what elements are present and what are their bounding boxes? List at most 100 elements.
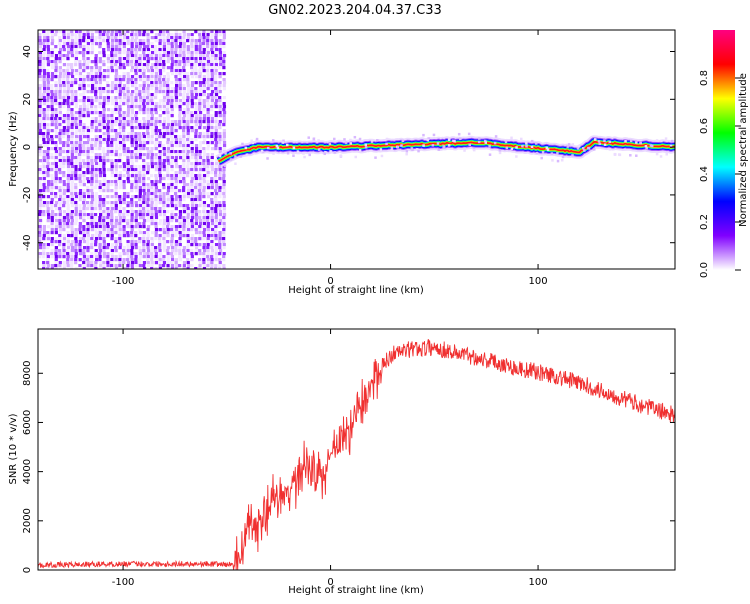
spectrogram-cell — [126, 75, 131, 79]
spectrogram-cell — [182, 267, 186, 269]
spectrogram-cell — [38, 192, 42, 196]
spectrogram-cell — [214, 36, 218, 40]
spectrogram-cell — [50, 210, 55, 214]
spectrogram-cell — [222, 243, 226, 247]
spectrogram-cell — [86, 171, 90, 175]
spectrogram-cell — [142, 171, 146, 175]
spectrogram-cell — [158, 261, 162, 265]
spectrogram-cell — [186, 249, 190, 253]
spectrogram-cell — [210, 249, 215, 253]
spectrogram-cell — [190, 39, 194, 43]
spectrogram-cell — [54, 114, 59, 118]
spectrogram-cell — [114, 246, 118, 250]
spectrogram-cell — [158, 72, 163, 76]
spectrogram-cell — [130, 51, 134, 55]
spectrogram-cell — [62, 144, 66, 148]
spectrogram-cell — [42, 195, 46, 199]
spectrogram-cell — [198, 99, 202, 103]
spectrogram-cell — [158, 120, 162, 124]
spectrogram-cell — [214, 60, 218, 64]
spectrogram-cell — [70, 204, 74, 208]
spectrogram-cell — [150, 183, 154, 187]
spectrogram-cell — [114, 75, 118, 79]
spectrogram-cell — [182, 192, 187, 196]
spectrogram-cell — [190, 96, 194, 100]
spectrogram-cell — [545, 146, 549, 150]
spectrogram-cell — [178, 264, 182, 268]
spectrogram-cell — [158, 177, 163, 181]
spectrogram-cell — [66, 144, 70, 148]
spectrogram-cell — [50, 186, 54, 190]
spectrogram-cell — [214, 222, 218, 226]
spectrogram-cell — [94, 90, 98, 94]
spectrogram-cell — [214, 189, 218, 193]
spectrogram-cell — [182, 102, 186, 106]
spectrogram-cell — [597, 140, 601, 143]
spectrogram-cell — [154, 75, 158, 79]
spectrogram-cell — [130, 228, 134, 232]
spectrogram-cell — [206, 96, 210, 100]
spectrogram-cell — [42, 177, 46, 181]
spectrogram-cell — [194, 45, 198, 49]
spectrogram-cell — [46, 237, 50, 241]
spectrogram-cell — [134, 36, 139, 40]
spectrogram-cell — [82, 60, 87, 64]
spectrogram-cell — [146, 51, 151, 55]
spectrogram-cell — [90, 213, 94, 217]
spectrogram-cell — [624, 139, 627, 143]
spectrogram-cell — [130, 261, 135, 265]
spectrogram-cell — [166, 192, 170, 196]
spectrogram-cell — [106, 255, 110, 259]
spectrogram-cell — [126, 177, 130, 181]
spectrogram-cell — [158, 243, 162, 247]
spectrogram-cell — [46, 189, 50, 193]
spectrogram-cell — [118, 228, 122, 232]
spectrogram-cell — [214, 267, 218, 269]
spectrogram-cell — [178, 141, 182, 145]
spectrogram-cell — [206, 216, 210, 220]
spectrogram-cell — [46, 225, 51, 229]
spectrogram-cell — [202, 81, 206, 85]
spectrogram-cell — [138, 183, 142, 187]
spectrogram-cell — [138, 108, 142, 112]
spectrogram-cell — [46, 153, 50, 157]
spectrogram-cell — [206, 54, 210, 58]
spectrogram-cell — [134, 75, 139, 79]
spectrogram-cell — [138, 186, 142, 190]
spectrogram-cell — [70, 138, 74, 142]
spectrogram-cell — [114, 51, 118, 55]
spectrogram-cell — [130, 252, 134, 256]
spectrogram-cell — [166, 156, 170, 160]
spectrogram-cell — [174, 159, 178, 163]
spectrogram-cell — [329, 150, 332, 153]
spectrogram-cell — [130, 33, 134, 37]
spectrogram-cell — [106, 150, 110, 154]
spectrogram-cell — [98, 264, 103, 268]
spectrogram-cell — [400, 144, 403, 147]
spectrogram-cell — [190, 222, 194, 226]
spectrogram-cell — [146, 78, 150, 82]
snr-x-axis-label: Height of straight line (km) — [288, 585, 424, 596]
spectrogram-cell — [126, 195, 130, 199]
spectrogram-cell — [210, 120, 214, 124]
spectrogram-cell — [78, 81, 83, 85]
spectrogram-cell — [166, 177, 171, 181]
spectrogram-cell — [206, 234, 211, 238]
spectrogram-cell — [130, 180, 135, 184]
spectrogram-cell — [82, 246, 87, 250]
spectrogram-cell — [158, 195, 162, 199]
spectrogram-cell — [214, 93, 219, 97]
spectrogram-cell — [50, 213, 54, 217]
spectrogram-cell — [58, 132, 62, 136]
spectrogram-cell — [82, 249, 86, 253]
spectrogram-cell — [82, 207, 86, 211]
spectrogram-cell — [74, 63, 78, 67]
spectrogram-cell — [182, 60, 186, 64]
spectrogram-cell — [42, 78, 46, 82]
spectrogram-cell — [94, 225, 98, 229]
spectrogram-cell — [82, 171, 86, 175]
spectrogram-cell — [194, 117, 198, 121]
spectrogram-cell — [38, 213, 42, 217]
spectrogram-cell — [166, 114, 170, 118]
spectrogram-cell — [74, 147, 79, 151]
